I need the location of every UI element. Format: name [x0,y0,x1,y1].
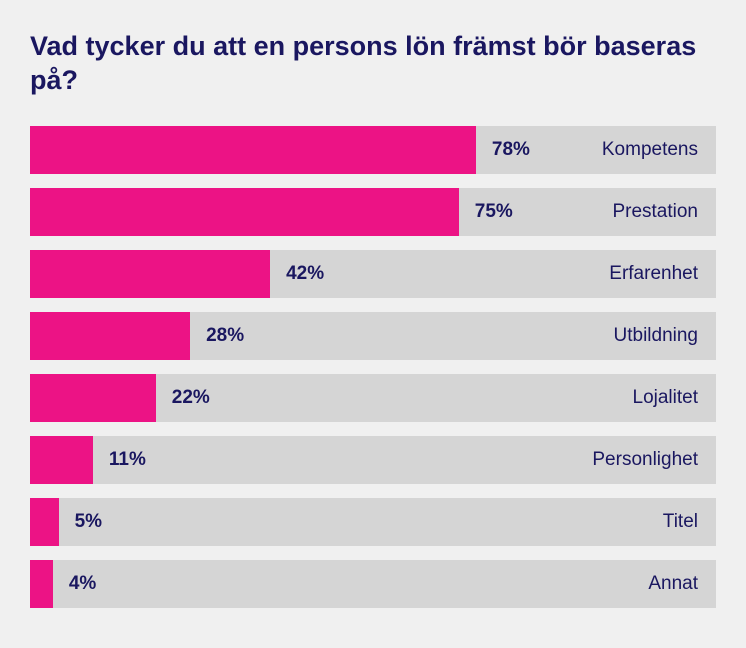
bar-percent: 22% [172,387,210,409]
bar-category: Titel [663,511,698,533]
bar-row: 42% Erfarenhet [30,250,716,298]
bar-percent: 4% [69,573,96,595]
bar-fill [30,126,476,174]
bar-category: Prestation [612,201,698,223]
bar-row: 28% Utbildning [30,312,716,360]
bar-row: 4% Annat [30,560,716,608]
bar-fill [30,250,270,298]
bar-fill [30,374,156,422]
bar-fill [30,312,190,360]
bar-fill [30,436,93,484]
bar-row: 11% Personlighet [30,436,716,484]
bar-chart: 78% Kompetens 75% Prestation 42% Erfaren… [30,126,716,608]
bar-fill [30,188,459,236]
chart-title: Vad tycker du att en persons lön främst … [30,30,716,98]
bar-row: 78% Kompetens [30,126,716,174]
bar-percent: 78% [492,139,530,161]
bar-category: Annat [648,573,698,595]
bar-row: 22% Lojalitet [30,374,716,422]
bar-category: Lojalitet [633,387,699,409]
bar-category: Kompetens [602,139,698,161]
bar-fill [30,560,53,608]
bar-category: Erfarenhet [609,263,698,285]
bar-percent: 28% [206,325,244,347]
bar-category: Utbildning [614,325,699,347]
bar-percent: 75% [475,201,513,223]
bar-fill [30,498,59,546]
bar-percent: 42% [286,263,324,285]
bar-row: 75% Prestation [30,188,716,236]
bar-row: 5% Titel [30,498,716,546]
bar-category: Personlighet [592,449,698,471]
bar-percent: 11% [109,449,146,471]
bar-percent: 5% [75,511,102,533]
